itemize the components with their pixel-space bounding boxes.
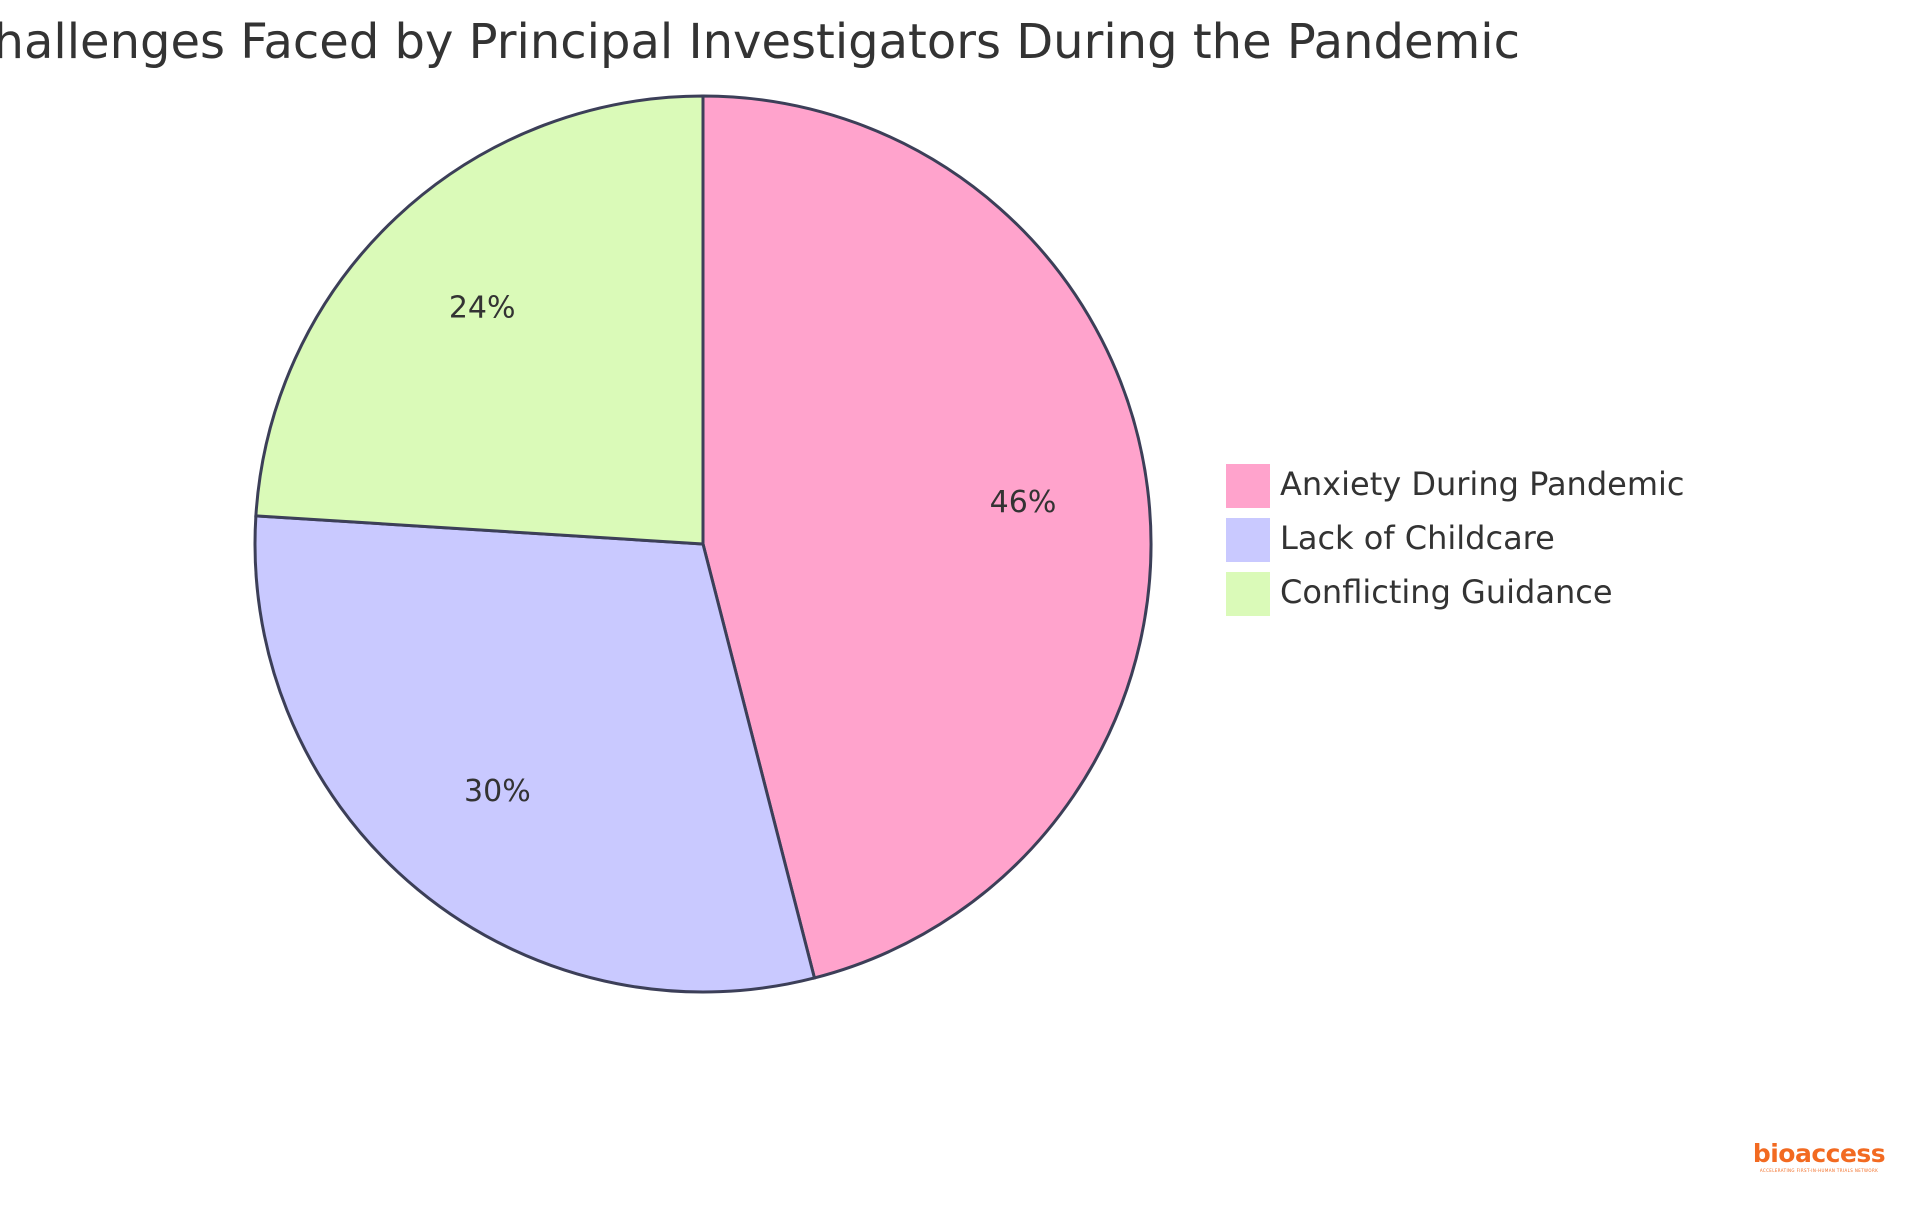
pie-labels: 46% 30% 24%	[449, 290, 1057, 809]
pie-slice-anxiety-during-pandemic	[701, 94, 1153, 980]
pie-slice-lack-of-childcare	[253, 514, 817, 994]
legend-swatch	[1226, 572, 1270, 616]
legend-item-anxiety-during-pandemic: Anxiety During Pandemic	[1226, 464, 1684, 508]
pie-slice-conflicting-guidance	[254, 94, 705, 546]
chart-title: Challenges Faced by Principal Investigat…	[0, 14, 1520, 70]
slice-label-conflicting-guidance: 24%	[449, 290, 516, 325]
slice-label-anxiety-during-pandemic: 46%	[990, 485, 1057, 520]
legend-item-lack-of-childcare: Lack of Childcare	[1226, 518, 1555, 562]
slice-label-lack-of-childcare: 30%	[464, 774, 531, 809]
pie-slices	[253, 94, 1153, 994]
bioaccess-logo: bioaccess ACCELERATING FIRST-IN-HUMAN TR…	[1752, 1140, 1886, 1174]
logo-wordmark: bioaccess	[1752, 1139, 1886, 1168]
legend-swatch	[1226, 464, 1270, 508]
legend-label: Anxiety During Pandemic	[1280, 465, 1684, 503]
logo-tagline: ACCELERATING FIRST-IN-HUMAN TRIALS NETWO…	[1759, 1168, 1879, 1173]
legend-swatch	[1226, 518, 1270, 562]
legend: Anxiety During Pandemic Lack of Childcare…	[1226, 464, 1684, 616]
legend-label: Lack of Childcare	[1280, 519, 1555, 557]
legend-item-conflicting-guidance: Conflicting Guidance	[1226, 572, 1613, 616]
legend-label: Conflicting Guidance	[1280, 573, 1613, 611]
